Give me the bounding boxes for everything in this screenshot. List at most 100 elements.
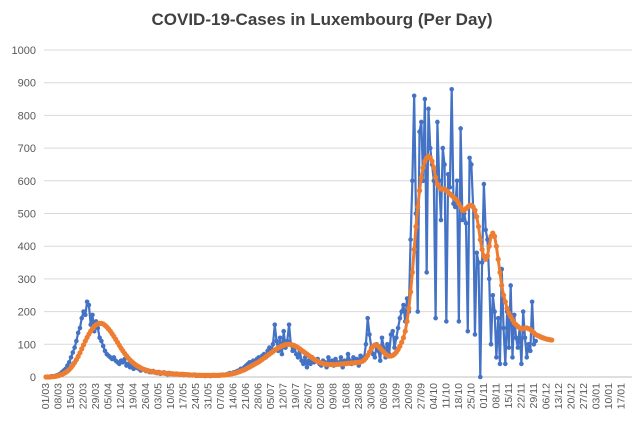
data-point-average: [497, 269, 503, 275]
data-point-daily: [467, 155, 472, 161]
data-point-daily: [345, 351, 351, 357]
x-tick-label: 04/10: [428, 383, 440, 409]
data-point-daily: [478, 374, 483, 380]
y-tick-label: 200: [18, 307, 36, 319]
data-point-daily: [270, 342, 276, 347]
gridlines: [44, 49, 632, 378]
data-point-daily: [481, 181, 487, 187]
chart-title: COVID-19-Cases in Luxembourg (Per Day): [151, 10, 493, 29]
data-point-daily: [445, 171, 451, 177]
data-point-daily: [66, 359, 72, 365]
data-point-average: [406, 305, 412, 311]
data-point-daily: [72, 345, 77, 350]
x-tick-label: 19/04: [128, 383, 140, 409]
data-point-daily: [358, 353, 363, 359]
data-point-daily: [70, 350, 76, 355]
data-point-average: [79, 346, 85, 352]
x-tick-label: 13/09: [390, 383, 402, 409]
data-point-daily: [399, 309, 404, 314]
data-point-daily: [395, 325, 401, 331]
data-point-daily: [419, 119, 424, 125]
data-point-daily: [304, 364, 310, 370]
data-point-average: [416, 188, 423, 194]
x-tick-label: 03/01: [590, 383, 602, 409]
x-tick-label: 22/03: [78, 383, 90, 409]
data-point-daily: [485, 237, 490, 242]
data-point-daily: [397, 315, 403, 321]
x-tick-label: 10/05: [165, 383, 177, 409]
data-point-average: [411, 246, 417, 253]
data-point-daily: [372, 355, 378, 360]
data-point-daily: [329, 358, 335, 363]
data-point-daily: [508, 283, 513, 288]
data-point-daily: [438, 217, 444, 223]
data-point-average: [492, 233, 498, 239]
x-tick-label: 23/08: [353, 383, 365, 409]
data-point-daily: [435, 119, 440, 125]
x-tick-label: 21/06: [240, 383, 252, 409]
data-point-average: [499, 282, 505, 289]
x-tick-label: 27/09: [415, 383, 427, 409]
data-point-daily: [447, 185, 453, 190]
data-point-average: [420, 165, 426, 171]
x-tick-label: 22/11: [515, 383, 527, 409]
data-point-average: [418, 174, 424, 181]
data-point-daily: [524, 355, 530, 360]
data-point-daily: [338, 355, 344, 360]
data-point-daily: [454, 178, 460, 184]
data-point-daily: [267, 345, 272, 350]
data-point-average: [400, 335, 407, 341]
data-point-average: [431, 165, 437, 171]
data-point-daily: [272, 322, 278, 327]
data-point-daily: [365, 315, 371, 321]
x-tick-label: 18/10: [453, 383, 465, 409]
series-line-daily: [46, 88, 537, 379]
data-point-daily: [74, 338, 79, 344]
x-tick-label: 29/11: [528, 383, 540, 409]
x-tick-label: 12/04: [115, 383, 127, 409]
data-point-daily: [522, 335, 528, 341]
x-tick-label: 05/04: [103, 383, 115, 409]
data-point-daily: [463, 221, 469, 226]
y-axis-tick-labels: 0 100 200 300 400 500 600 700 800 900 1000: [12, 45, 36, 384]
x-tick-label: 20/09: [403, 383, 415, 409]
x-tick-label: 10/01: [603, 383, 615, 409]
x-tick-label: 03/05: [153, 383, 165, 409]
y-tick-label: 100: [18, 339, 36, 351]
data-point-daily: [390, 328, 396, 334]
data-point-daily: [79, 315, 85, 321]
data-point-daily: [444, 319, 449, 324]
data-point-average: [415, 204, 421, 210]
x-tick-label: 14/06: [228, 383, 240, 409]
x-tick-label: 29/03: [90, 383, 102, 409]
data-point-daily: [274, 338, 279, 344]
x-tick-label: 01/11: [478, 383, 490, 409]
data-point-daily: [460, 217, 465, 223]
data-point-average: [500, 292, 507, 298]
data-point-average: [502, 299, 508, 305]
data-point-daily: [301, 361, 306, 367]
x-tick-label: 06/09: [378, 383, 390, 409]
data-point-daily: [515, 345, 521, 350]
data-point-daily: [385, 342, 390, 347]
y-tick-label: 400: [18, 241, 36, 253]
data-point-daily: [404, 296, 410, 301]
x-tick-label: 08/03: [53, 383, 65, 409]
data-point-daily: [295, 355, 301, 360]
data-point-daily: [488, 342, 494, 347]
data-point-daily: [526, 342, 531, 347]
data-point-daily: [410, 178, 415, 184]
y-tick-label: 600: [18, 176, 36, 188]
data-point-daily: [474, 250, 480, 256]
x-tick-label: 26/07: [303, 383, 315, 409]
data-point-daily: [501, 325, 506, 331]
data-point-daily: [519, 361, 524, 367]
data-point-daily: [281, 328, 287, 334]
data-point-daily: [415, 309, 421, 314]
data-point-average: [493, 243, 499, 249]
x-tick-label: 01/03: [40, 383, 52, 409]
data-point-daily: [492, 309, 497, 314]
x-tick-label: 08/11: [490, 383, 502, 409]
